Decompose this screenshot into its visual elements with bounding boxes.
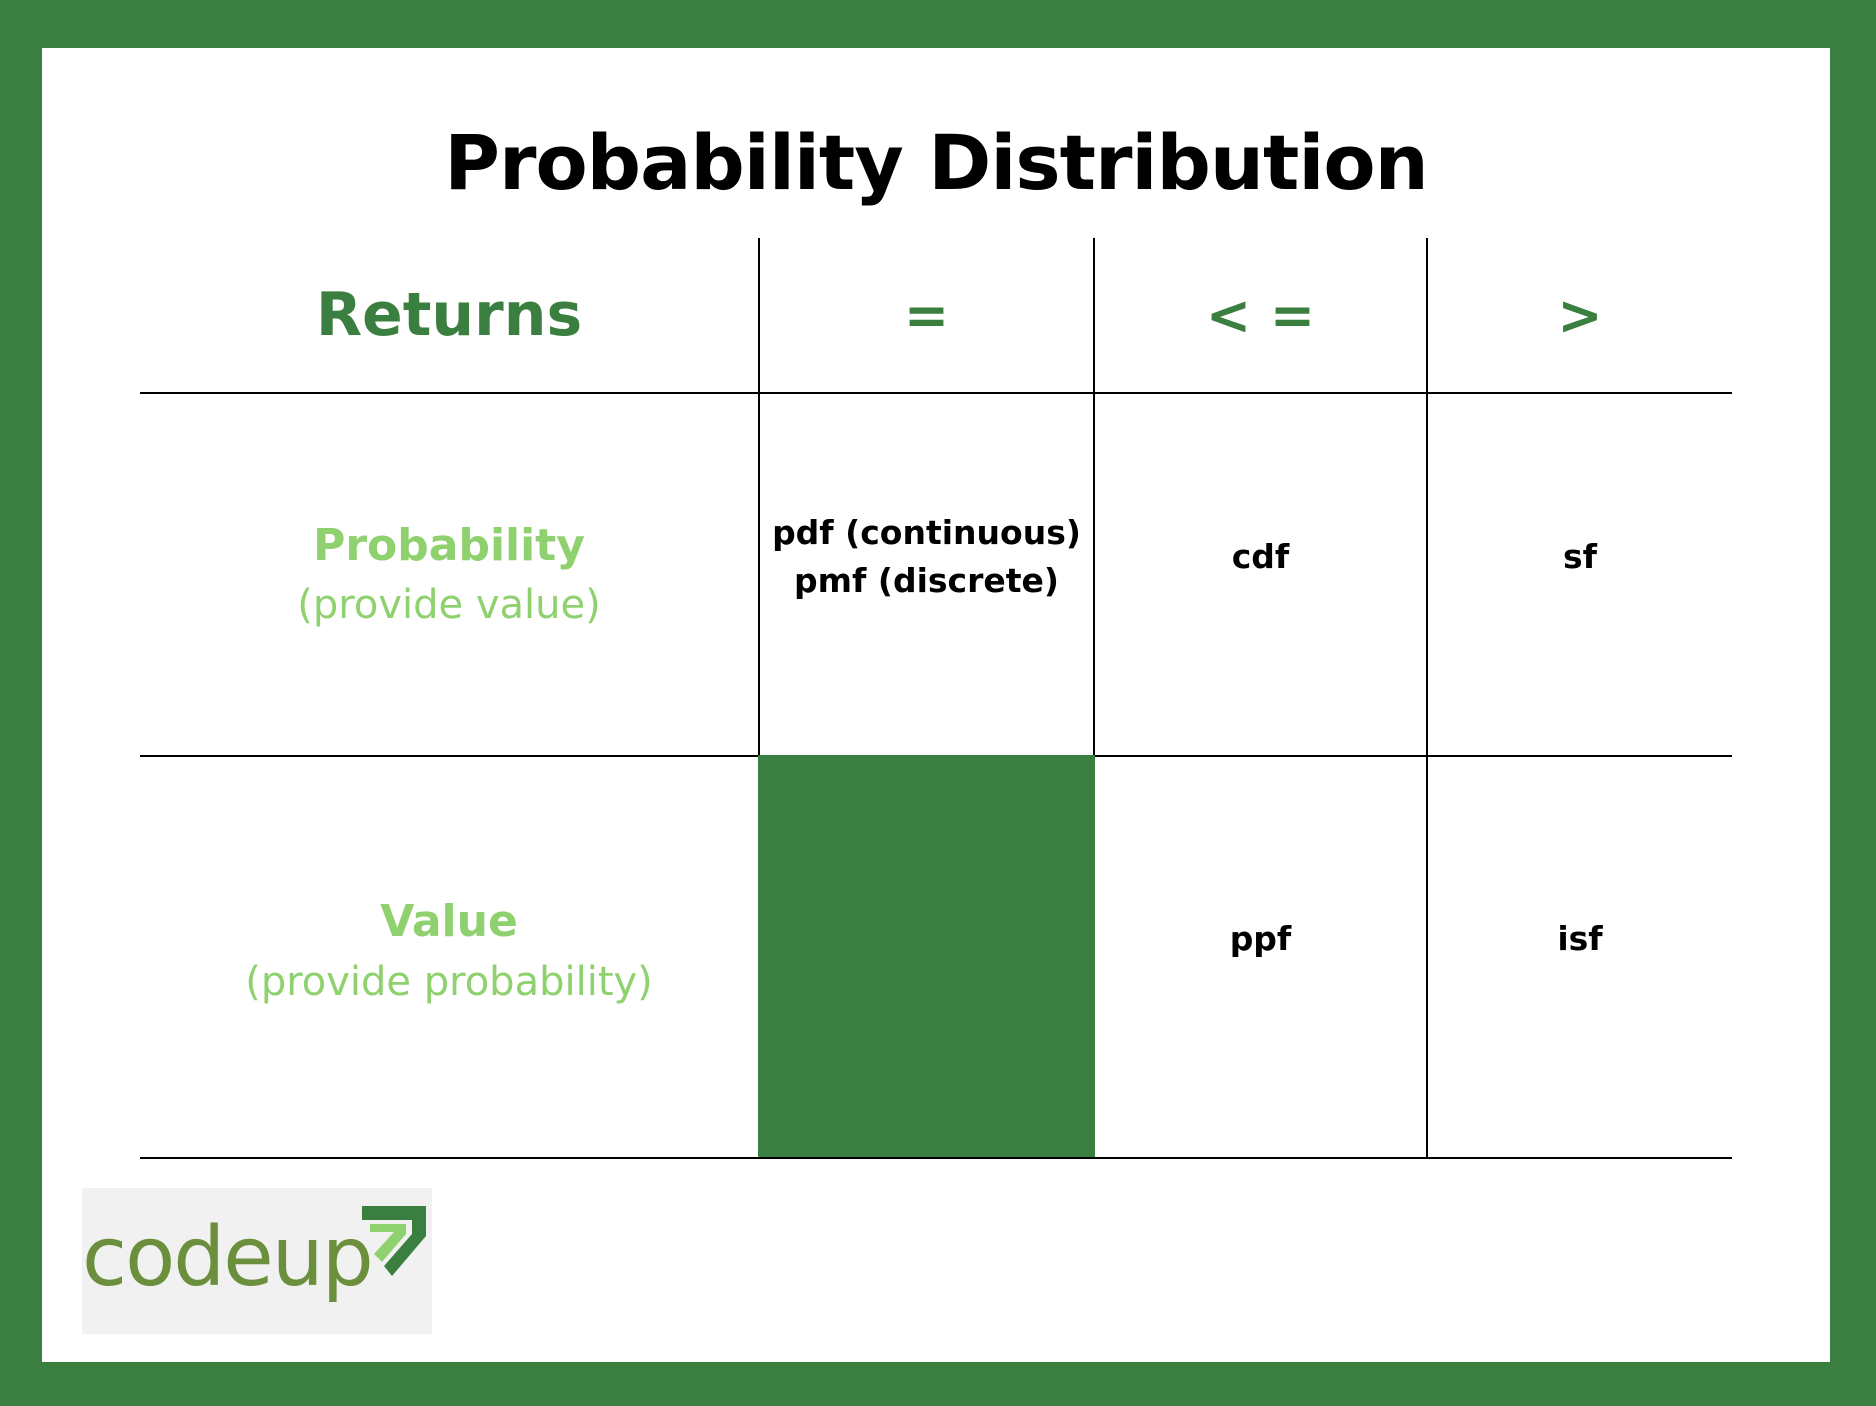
column-divider-3 — [1426, 238, 1428, 1159]
row-label-value: Value (provide probability) — [140, 757, 758, 1157]
row-label-title: Value — [380, 896, 518, 948]
table-bottom-border — [140, 1157, 1732, 1159]
row-label-title: Probability — [313, 519, 585, 571]
column-divider-2 — [1093, 238, 1095, 1159]
cell-sf: sf — [1563, 536, 1597, 576]
function-pmf: pmf (discrete) — [794, 560, 1059, 600]
page-title: Probability Distribution — [444, 118, 1428, 207]
cell-pdf-pmf: pdf (continuous) pmf (discrete) — [760, 394, 1093, 755]
function-pdf: pdf (continuous) — [772, 512, 1081, 552]
logo-text: codeup — [82, 1210, 374, 1305]
logo-chevron-icon — [362, 1206, 426, 1276]
header-greater: > — [1557, 283, 1603, 347]
header-equal: = — [903, 283, 950, 347]
header-returns: Returns — [315, 280, 583, 350]
header-divider — [140, 392, 1732, 394]
header-less-equal: < = — [1205, 283, 1316, 347]
cell-cdf: cdf — [1231, 536, 1290, 576]
slide-frame: Probability Distribution Returns = < = >… — [42, 48, 1830, 1362]
empty-filled-cell — [758, 755, 1095, 1157]
row-label-subtitle: (provide probability) — [245, 958, 653, 1005]
cell-ppf: ppf — [1229, 919, 1292, 959]
codeup-logo: codeup — [82, 1188, 432, 1334]
column-divider-1 — [758, 238, 760, 1159]
row-label-subtitle: (provide value) — [297, 582, 601, 629]
row-label-probability: Probability (provide value) — [140, 394, 758, 755]
cell-isf: isf — [1557, 919, 1603, 959]
